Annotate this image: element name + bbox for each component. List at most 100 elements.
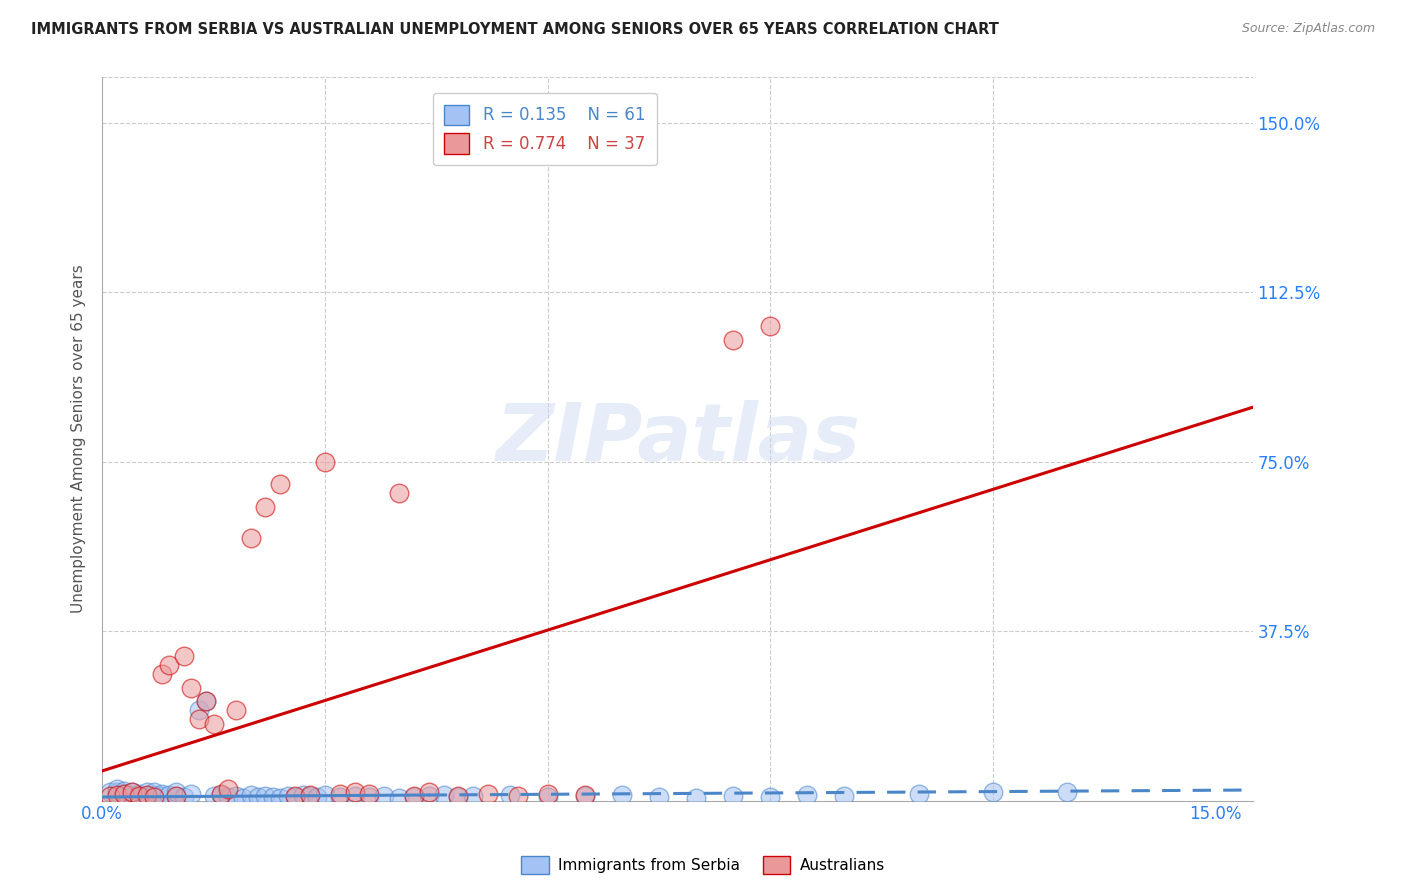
Point [114,787,136,801]
Legend: R = 0.135    N = 61, R = 0.774    N = 37: R = 0.135 N = 61, R = 0.774 N = 37 [433,93,657,165]
Point [388,486,411,500]
Point [574,788,596,802]
Legend: Immigrants from Serbia, Australians: Immigrants from Serbia, Australians [515,850,891,880]
Point [447,789,470,803]
Point [298,788,321,802]
Point [418,789,440,803]
Point [135,790,157,805]
Point [150,787,173,801]
Point [610,788,633,802]
Point [447,790,470,805]
Point [981,785,1004,799]
Point [329,787,352,801]
Point [135,784,157,798]
Point [388,791,411,805]
Point [759,790,782,805]
Point [329,790,352,805]
Point [343,789,366,803]
Point [536,790,558,805]
Point [269,477,291,491]
Point [165,789,187,803]
Point [536,787,558,801]
Point [721,789,744,803]
Point [574,789,596,803]
Point [907,787,929,801]
Point [291,788,314,802]
Point [195,694,218,708]
Y-axis label: Unemployment Among Seniors over 65 years: Unemployment Among Seniors over 65 years [72,265,86,614]
Point [217,782,239,797]
Point [239,532,262,546]
Point [262,790,284,805]
Point [157,788,180,802]
Text: ZIPatlas: ZIPatlas [495,400,860,478]
Point [209,788,232,802]
Point [254,789,277,803]
Point [195,694,218,708]
Point [114,783,136,797]
Point [314,788,336,802]
Point [373,789,395,803]
Point [202,789,225,803]
Point [128,787,150,801]
Point [209,787,232,801]
Point [98,789,121,803]
Point [105,788,128,802]
Point [135,788,157,802]
Point [834,789,856,803]
Point [114,787,136,801]
Point [796,788,818,802]
Point [128,789,150,803]
Point [105,785,128,799]
Point [685,791,707,805]
Point [150,789,173,803]
Point [121,785,143,799]
Point [121,788,143,802]
Point [143,790,166,805]
Point [477,787,499,801]
Point [1056,784,1078,798]
Point [232,791,254,805]
Point [202,716,225,731]
Point [143,788,166,802]
Point [165,789,187,803]
Point [121,785,143,799]
Point [307,790,329,805]
Point [359,790,381,805]
Point [433,788,456,802]
Point [187,703,209,717]
Point [180,681,202,695]
Point [143,785,166,799]
Point [180,787,202,801]
Point [105,782,128,797]
Point [217,790,239,805]
Point [359,787,381,801]
Point [254,500,277,514]
Point [499,788,522,802]
Point [247,790,270,805]
Point [418,784,440,798]
Point [648,790,671,805]
Point [759,319,782,334]
Text: Source: ZipAtlas.com: Source: ZipAtlas.com [1241,22,1375,36]
Point [284,790,307,805]
Point [173,648,195,663]
Point [721,333,744,347]
Point [157,658,180,673]
Point [225,789,247,803]
Point [269,791,291,805]
Point [128,789,150,803]
Point [239,788,262,802]
Point [165,785,187,799]
Point [173,790,195,805]
Point [284,789,307,803]
Point [277,789,299,803]
Point [506,789,529,803]
Point [187,712,209,726]
Point [98,784,121,798]
Point [314,455,336,469]
Point [225,703,247,717]
Text: IMMIGRANTS FROM SERBIA VS AUSTRALIAN UNEMPLOYMENT AMONG SENIORS OVER 65 YEARS CO: IMMIGRANTS FROM SERBIA VS AUSTRALIAN UNE… [31,22,998,37]
Point [463,789,485,803]
Point [343,784,366,798]
